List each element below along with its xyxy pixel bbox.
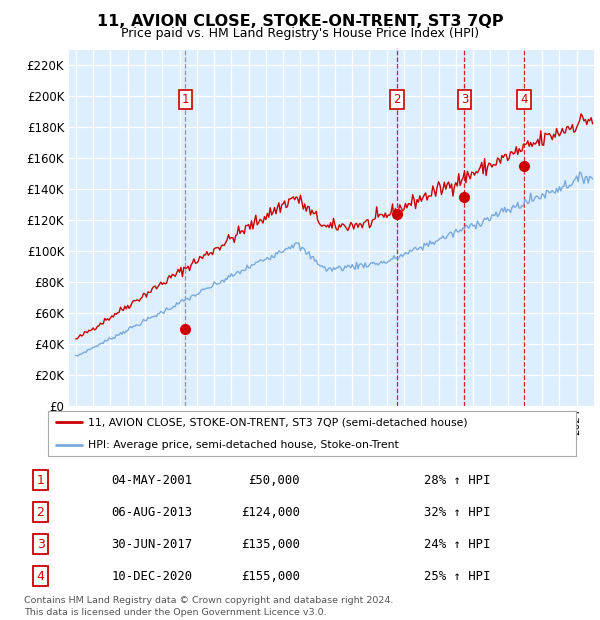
Text: 32% ↑ HPI: 32% ↑ HPI — [424, 506, 490, 518]
Text: 24% ↑ HPI: 24% ↑ HPI — [424, 538, 490, 551]
Text: Contains HM Land Registry data © Crown copyright and database right 2024.: Contains HM Land Registry data © Crown c… — [24, 596, 394, 606]
Text: 04-MAY-2001: 04-MAY-2001 — [111, 474, 192, 487]
Text: 1: 1 — [182, 93, 189, 105]
Text: 4: 4 — [37, 570, 44, 583]
Text: 4: 4 — [520, 93, 527, 105]
Text: 2: 2 — [37, 506, 44, 518]
Text: 28% ↑ HPI: 28% ↑ HPI — [424, 474, 490, 487]
Text: £155,000: £155,000 — [241, 570, 300, 583]
Text: 06-AUG-2013: 06-AUG-2013 — [111, 506, 192, 518]
Text: 3: 3 — [37, 538, 44, 551]
Text: £50,000: £50,000 — [248, 474, 300, 487]
Text: £124,000: £124,000 — [241, 506, 300, 518]
Text: 11, AVION CLOSE, STOKE-ON-TRENT, ST3 7QP (semi-detached house): 11, AVION CLOSE, STOKE-ON-TRENT, ST3 7QP… — [88, 417, 467, 427]
Text: 25% ↑ HPI: 25% ↑ HPI — [424, 570, 490, 583]
Text: Price paid vs. HM Land Registry's House Price Index (HPI): Price paid vs. HM Land Registry's House … — [121, 27, 479, 40]
Text: 3: 3 — [461, 93, 468, 105]
Text: 11, AVION CLOSE, STOKE-ON-TRENT, ST3 7QP: 11, AVION CLOSE, STOKE-ON-TRENT, ST3 7QP — [97, 14, 503, 29]
Text: 30-JUN-2017: 30-JUN-2017 — [111, 538, 192, 551]
Text: 1: 1 — [37, 474, 44, 487]
Text: 2: 2 — [393, 93, 401, 105]
Text: HPI: Average price, semi-detached house, Stoke-on-Trent: HPI: Average price, semi-detached house,… — [88, 440, 398, 450]
Text: £135,000: £135,000 — [241, 538, 300, 551]
Text: This data is licensed under the Open Government Licence v3.0.: This data is licensed under the Open Gov… — [24, 608, 326, 617]
Text: 10-DEC-2020: 10-DEC-2020 — [111, 570, 192, 583]
